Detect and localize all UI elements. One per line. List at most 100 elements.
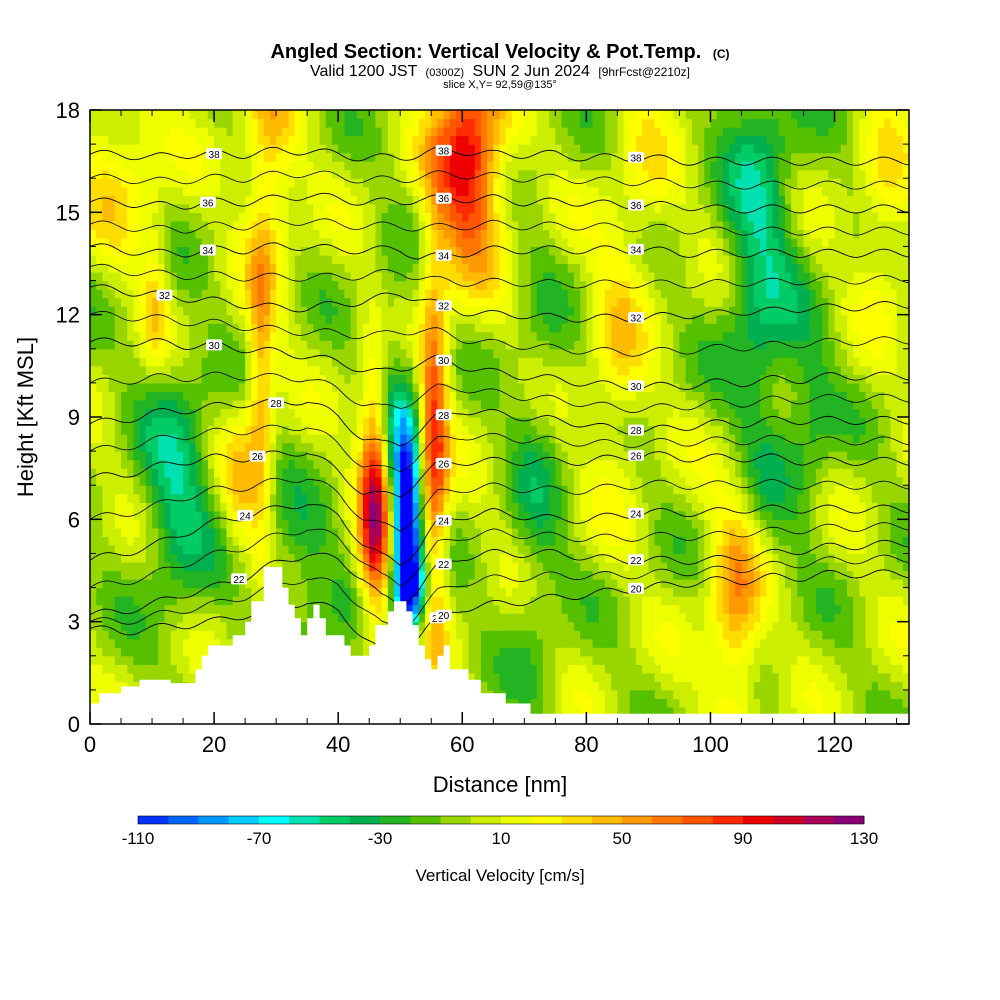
velocity-cell xyxy=(90,203,97,213)
velocity-cell xyxy=(462,161,470,171)
velocity-cell xyxy=(325,348,333,358)
velocity-cell xyxy=(331,553,339,563)
velocity-cell xyxy=(493,280,501,290)
velocity-cell xyxy=(276,374,283,384)
velocity-cell xyxy=(152,229,159,239)
velocity-cell xyxy=(276,357,283,367)
velocity-cell xyxy=(300,399,308,410)
velocity-cell xyxy=(443,152,451,162)
velocity-cell xyxy=(307,110,314,120)
velocity-cell xyxy=(121,127,128,137)
velocity-cell xyxy=(102,195,110,205)
velocity-cell xyxy=(176,340,184,350)
velocity-cell xyxy=(456,254,463,265)
velocity-cell xyxy=(108,212,116,222)
velocity-cell xyxy=(394,536,401,546)
velocity-cell xyxy=(220,476,228,486)
velocity-cell xyxy=(518,621,525,631)
velocity-cell xyxy=(319,485,327,495)
velocity-cell xyxy=(170,357,178,367)
velocity-cell xyxy=(96,314,103,324)
velocity-cell xyxy=(363,118,370,128)
velocity-cell xyxy=(307,280,314,290)
velocity-cell xyxy=(245,382,252,393)
velocity-cell xyxy=(176,229,184,239)
velocity-cell xyxy=(319,229,327,239)
velocity-cell xyxy=(493,212,501,222)
velocity-cell xyxy=(505,144,513,154)
velocity-cell xyxy=(282,434,290,444)
velocity-cell xyxy=(214,220,221,230)
velocity-cell xyxy=(164,527,172,537)
velocity-cell xyxy=(195,161,203,171)
velocity-cell xyxy=(183,340,190,350)
velocity-cell xyxy=(108,621,116,631)
velocity-cell xyxy=(356,468,364,478)
velocity-cell xyxy=(282,476,290,486)
velocity-cell xyxy=(114,655,122,665)
velocity-cell xyxy=(102,340,110,350)
velocity-cell xyxy=(96,553,103,563)
velocity-cell xyxy=(170,485,178,495)
velocity-cell xyxy=(189,323,197,333)
velocity-cell xyxy=(468,417,476,427)
velocity-cell xyxy=(437,127,445,137)
velocity-cell xyxy=(183,399,190,410)
velocity-cell xyxy=(139,596,147,606)
velocity-cell xyxy=(307,348,314,358)
velocity-cell xyxy=(331,579,339,589)
velocity-cell xyxy=(133,391,141,401)
velocity-cell xyxy=(350,399,358,410)
velocity-cell xyxy=(282,212,290,222)
velocity-cell xyxy=(108,579,116,589)
velocity-cell xyxy=(418,630,426,640)
velocity-cell xyxy=(170,220,178,230)
velocity-cell xyxy=(294,596,302,606)
velocity-cell xyxy=(108,544,116,555)
velocity-cell xyxy=(96,579,103,589)
velocity-cell xyxy=(245,195,252,205)
velocity-cell xyxy=(437,553,445,563)
velocity-cell xyxy=(251,323,259,333)
velocity-cell xyxy=(418,212,426,222)
velocity-cell xyxy=(350,340,358,350)
velocity-cell xyxy=(121,664,128,674)
velocity-cell xyxy=(331,280,339,290)
velocity-cell xyxy=(350,527,358,537)
velocity-cell xyxy=(462,331,470,341)
velocity-cell xyxy=(207,203,215,213)
velocity-cell xyxy=(468,340,476,350)
velocity-cell xyxy=(300,357,308,367)
velocity-cell xyxy=(462,297,470,307)
velocity-cell xyxy=(493,468,501,478)
velocity-cell xyxy=(133,348,141,358)
velocity-cell xyxy=(325,502,333,512)
velocity-cell xyxy=(214,186,221,196)
velocity-cell xyxy=(313,110,321,120)
velocity-cell xyxy=(238,237,246,248)
velocity-cell xyxy=(226,442,234,452)
velocity-cell xyxy=(145,536,153,546)
velocity-cell xyxy=(214,237,221,248)
velocity-cell xyxy=(195,323,203,333)
velocity-cell xyxy=(487,459,494,469)
velocity-cell xyxy=(511,417,519,427)
velocity-cell xyxy=(207,613,215,623)
velocity-cell xyxy=(251,519,259,529)
velocity-cell xyxy=(145,570,153,580)
velocity-cell xyxy=(183,655,190,665)
velocity-cell xyxy=(480,263,488,273)
velocity-cell xyxy=(480,493,488,503)
velocity-cell xyxy=(214,502,221,512)
velocity-cell xyxy=(505,544,513,555)
velocity-cell xyxy=(456,263,463,273)
velocity-cell xyxy=(183,451,190,461)
velocity-cell xyxy=(127,561,135,572)
velocity-cell xyxy=(406,519,414,529)
velocity-cell xyxy=(102,502,110,512)
velocity-cell xyxy=(431,536,439,546)
velocity-cell xyxy=(251,561,259,572)
velocity-cell xyxy=(449,425,457,435)
velocity-cell xyxy=(170,459,178,469)
velocity-cell xyxy=(456,587,463,597)
